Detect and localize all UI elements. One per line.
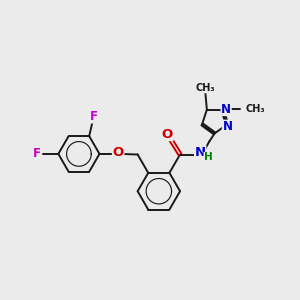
Text: O: O (112, 146, 124, 159)
Text: N: N (195, 146, 206, 159)
Text: O: O (162, 128, 173, 140)
Text: CH₃: CH₃ (245, 104, 265, 114)
Text: CH₃: CH₃ (196, 83, 215, 93)
Text: F: F (90, 110, 98, 123)
Text: N: N (222, 120, 233, 133)
Text: H: H (204, 152, 213, 162)
Text: N: N (221, 103, 231, 116)
Text: F: F (33, 147, 41, 161)
